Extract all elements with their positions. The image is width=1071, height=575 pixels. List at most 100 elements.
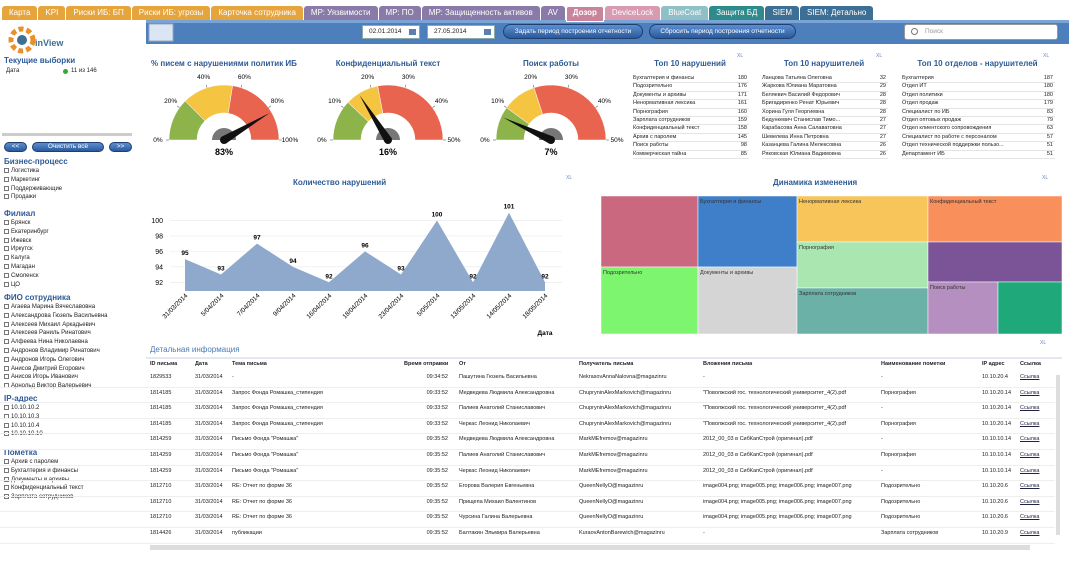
- checkbox[interactable]: [4, 220, 9, 225]
- filter-item[interactable]: Агаева Марина Вячеславовна: [4, 304, 95, 310]
- export-icon[interactable]: XL: [1042, 175, 1049, 181]
- tab[interactable]: Защита БД: [709, 6, 765, 20]
- link[interactable]: Ссылка: [1020, 467, 1040, 474]
- checkbox[interactable]: [4, 168, 9, 173]
- tab[interactable]: AV: [540, 6, 565, 20]
- filter-item[interactable]: 10.10.10.2: [4, 405, 39, 411]
- column-header[interactable]: Тема письма: [232, 361, 267, 367]
- checkbox[interactable]: [4, 356, 9, 362]
- link[interactable]: Ссылка: [1020, 436, 1040, 443]
- tab[interactable]: DeviceLock: [604, 6, 661, 20]
- checkbox[interactable]: [4, 264, 9, 269]
- tab[interactable]: МР: Уязвимости: [303, 6, 378, 20]
- column-header[interactable]: Наименование пометки: [881, 361, 946, 367]
- export-icon[interactable]: XL: [1043, 53, 1050, 59]
- filter-item[interactable]: Маркетинг: [4, 176, 40, 183]
- checkbox[interactable]: [4, 237, 9, 243]
- link[interactable]: Ссылка: [1020, 389, 1040, 396]
- tab[interactable]: Карта: [2, 6, 38, 20]
- column-header[interactable]: От: [459, 361, 466, 367]
- tab[interactable]: Риски ИБ: БП: [66, 6, 131, 20]
- set-period-button[interactable]: Задать период построения отчетности: [503, 24, 643, 39]
- filter-item[interactable]: Алексеев Раниль Ринатович: [4, 330, 91, 336]
- filter-item[interactable]: Алексеев Михаил Аркадьевич: [4, 321, 95, 328]
- filter-item[interactable]: 10.10.10.4: [4, 422, 39, 429]
- link[interactable]: Ссылка: [1020, 530, 1040, 536]
- filter-item[interactable]: Логистика: [4, 168, 39, 174]
- filter-item[interactable]: Ижевск: [4, 237, 31, 244]
- prev-button[interactable]: <<: [4, 142, 27, 152]
- column-header[interactable]: Вложения письма: [703, 361, 753, 367]
- checkbox[interactable]: [4, 304, 9, 309]
- filter-item[interactable]: Екатеринбург: [4, 228, 49, 235]
- tab[interactable]: МР: ПО: [378, 6, 421, 20]
- export-icon[interactable]: XL: [1040, 340, 1047, 346]
- checkbox[interactable]: [4, 383, 9, 389]
- filter-item[interactable]: Анисов Игорь Иванович: [4, 374, 78, 380]
- checkbox[interactable]: [4, 272, 9, 278]
- filter-item[interactable]: Продажи: [4, 194, 36, 200]
- link[interactable]: Ссылка: [1020, 420, 1040, 427]
- checkbox[interactable]: [4, 228, 9, 234]
- filter-item[interactable]: Андронов Владимир Ринатович: [4, 348, 100, 354]
- checkbox[interactable]: [4, 194, 9, 200]
- checkbox[interactable]: [4, 176, 9, 182]
- filter-item[interactable]: Бухгалтерия и финансы: [4, 467, 78, 474]
- checkbox[interactable]: [4, 255, 9, 261]
- column-header[interactable]: IP адрес: [982, 361, 1005, 367]
- checkbox[interactable]: [4, 459, 9, 464]
- filter-item[interactable]: Смоленск: [4, 272, 38, 279]
- link[interactable]: Ссылка: [1020, 374, 1040, 380]
- checkbox[interactable]: [4, 405, 9, 410]
- tab[interactable]: Риски ИБ: угрозы: [131, 6, 211, 20]
- column-header[interactable]: Время отправки: [404, 361, 449, 367]
- filter-item[interactable]: Поддерживающие: [4, 185, 62, 192]
- tab[interactable]: Карточка сотрудника: [211, 6, 303, 20]
- filter-item[interactable]: Алфеева Нина Николаевна: [4, 339, 88, 345]
- column-header[interactable]: Дата: [195, 361, 208, 367]
- checkbox[interactable]: [4, 281, 9, 287]
- tab[interactable]: МР: Защищенность активов: [421, 6, 540, 20]
- filter-item[interactable]: Андронов Игорь Олегович: [4, 356, 84, 363]
- checkbox[interactable]: [4, 467, 9, 473]
- column-header[interactable]: ID письма: [150, 361, 178, 367]
- filter-item[interactable]: ЦО: [4, 281, 20, 288]
- checkbox[interactable]: [4, 339, 9, 345]
- checkbox[interactable]: [4, 330, 9, 336]
- column-header[interactable]: Получатель письма: [579, 361, 634, 367]
- link[interactable]: Ссылка: [1020, 514, 1040, 521]
- tab[interactable]: Дозор: [565, 6, 604, 22]
- tab[interactable]: KPI: [38, 6, 66, 20]
- link[interactable]: Ссылка: [1020, 405, 1040, 412]
- checkbox[interactable]: [4, 365, 9, 371]
- checkbox[interactable]: [4, 321, 9, 327]
- filter-item[interactable]: Калуга: [4, 255, 30, 261]
- checkbox[interactable]: [4, 348, 9, 353]
- next-button[interactable]: >>: [109, 142, 132, 152]
- filter-item[interactable]: Иркутск: [4, 246, 33, 252]
- date-to[interactable]: 27.05.2014: [427, 25, 495, 39]
- export-icon[interactable]: XL: [737, 53, 744, 59]
- date-from[interactable]: 02.01.2014: [362, 25, 420, 39]
- tab[interactable]: BlueCoat: [661, 6, 709, 20]
- link[interactable]: Ссылка: [1020, 498, 1040, 505]
- filter-item[interactable]: Арнольд Виктор Валерьевич: [4, 383, 91, 389]
- link[interactable]: Ссылка: [1020, 452, 1040, 458]
- link[interactable]: Ссылка: [1020, 483, 1040, 490]
- filter-item[interactable]: Конфиденциальный текст: [4, 485, 83, 491]
- filter-item[interactable]: Брянск: [4, 220, 30, 226]
- checkbox[interactable]: [4, 312, 9, 318]
- checkbox[interactable]: [4, 374, 9, 380]
- column-header[interactable]: Ссылка: [1020, 361, 1041, 367]
- search-box[interactable]: Поиск: [904, 24, 1058, 40]
- clear-button[interactable]: Очистить всё: [32, 142, 104, 152]
- tab[interactable]: SIEM: Детально: [800, 6, 874, 20]
- filter-item[interactable]: Магадан: [4, 264, 35, 270]
- checkbox[interactable]: [4, 422, 9, 428]
- checkbox[interactable]: [4, 485, 9, 491]
- tab[interactable]: SIEM: [765, 6, 800, 20]
- filter-item[interactable]: Анисов Дмитрий Егорович: [4, 365, 85, 372]
- export-icon[interactable]: XL: [566, 175, 573, 181]
- checkbox[interactable]: [4, 185, 9, 191]
- filter-item[interactable]: Александрова Гюзель Васильевна: [4, 312, 108, 319]
